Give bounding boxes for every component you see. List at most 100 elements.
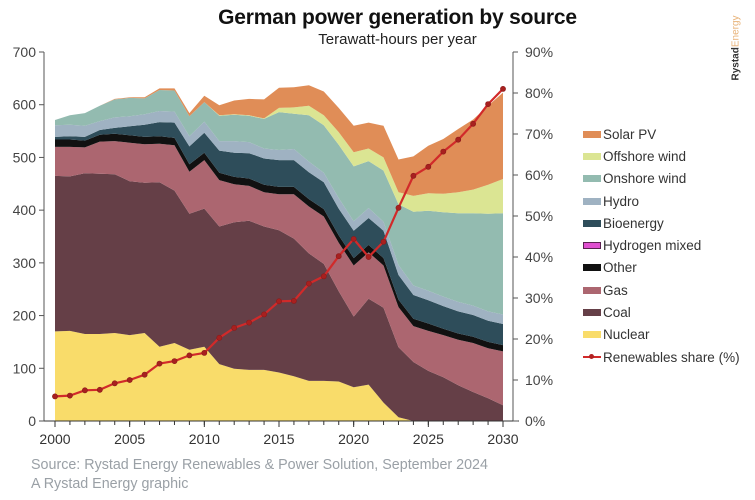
legend-swatch-solar-pv bbox=[583, 130, 601, 138]
legend-item-hydro: Hydro bbox=[583, 190, 740, 212]
point-renewables-share-2007 bbox=[156, 360, 163, 367]
legend-swatch-nuclear bbox=[583, 331, 601, 339]
point-renewables-share-2001 bbox=[67, 392, 73, 399]
y-tick-label-600: 600 bbox=[13, 97, 37, 113]
point-renewables-share-2029 bbox=[485, 101, 491, 107]
legend-label: Solar PV bbox=[603, 126, 657, 142]
source-text: Source: Rystad Energy Renewables & Power… bbox=[31, 457, 488, 473]
legend-label: Renewables share (%) bbox=[603, 349, 740, 365]
stacked-areas bbox=[55, 85, 503, 421]
legend-label: Other bbox=[603, 260, 637, 276]
point-renewables-share-2022 bbox=[380, 238, 387, 245]
point-renewables-share-2002 bbox=[82, 387, 88, 394]
y2-tick-label-80: 80% bbox=[525, 85, 553, 101]
x-tick-label-2005: 2005 bbox=[114, 431, 145, 447]
y-tick-label-200: 200 bbox=[13, 308, 37, 324]
point-renewables-share-2008 bbox=[171, 358, 178, 364]
point-renewables-share-2012 bbox=[231, 324, 238, 331]
point-renewables-share-2018 bbox=[320, 273, 327, 280]
source-note: Source: Rystad Energy Renewables & Power… bbox=[31, 456, 488, 494]
legend-item-onshore-wind: Onshore wind bbox=[583, 168, 740, 190]
point-renewables-share-2013 bbox=[246, 319, 252, 326]
legend-swatch-onshore-wind bbox=[583, 175, 601, 183]
legend-label: Bioenergy bbox=[603, 215, 664, 231]
legend-item-hydrogen-mixed: Hydrogen mixed bbox=[583, 234, 740, 256]
area-offshore-wind bbox=[55, 90, 503, 214]
credit-text: A Rystad Energy graphic bbox=[31, 476, 189, 492]
legend-item-gas: Gas bbox=[583, 279, 740, 301]
legend-swatch-coal bbox=[583, 309, 601, 317]
point-renewables-share-2004 bbox=[111, 380, 118, 387]
legend-label: Gas bbox=[603, 282, 628, 298]
legend-label: Coal bbox=[603, 305, 631, 321]
area-bioenergy bbox=[55, 122, 503, 346]
point-renewables-share-2027 bbox=[455, 136, 462, 143]
y2-tick-label-50: 50% bbox=[525, 208, 553, 224]
y2-tick-label-10: 10% bbox=[525, 372, 553, 388]
point-renewables-share-2030 bbox=[500, 86, 506, 92]
y2-tick-label-60: 60% bbox=[525, 167, 553, 183]
point-renewables-share-2021 bbox=[365, 254, 372, 260]
y2-tick-label-30: 30% bbox=[525, 290, 553, 306]
y2-tick-label-20: 20% bbox=[525, 331, 553, 347]
x-tick-label-2010: 2010 bbox=[189, 431, 220, 447]
point-renewables-share-2003 bbox=[96, 386, 103, 393]
area-onshore-wind bbox=[55, 90, 503, 315]
point-renewables-share-2019 bbox=[335, 253, 342, 260]
legend-line-marker-icon bbox=[583, 354, 601, 360]
point-renewables-share-2010 bbox=[201, 349, 208, 356]
chart-subtitle: Terawatt-hours per year bbox=[318, 31, 477, 48]
legend-item-solar-pv: Solar PV bbox=[583, 123, 740, 145]
y-tick-label-100: 100 bbox=[13, 360, 37, 376]
point-renewables-share-2020 bbox=[350, 236, 357, 242]
legend-item-other: Other bbox=[583, 257, 740, 279]
legend-swatch-other bbox=[583, 264, 601, 272]
x-tick-label-2030: 2030 bbox=[487, 431, 518, 447]
legend-label: Onshore wind bbox=[603, 171, 687, 187]
y-tick-label-700: 700 bbox=[13, 44, 37, 60]
x-tick-label-2020: 2020 bbox=[338, 431, 369, 447]
legend-swatch-hydro bbox=[583, 197, 601, 205]
legend-swatch-gas bbox=[583, 286, 601, 294]
area-gas bbox=[55, 141, 503, 406]
y2-tick-label-90: 90% bbox=[525, 44, 553, 60]
legend-swatch-hydrogen-mixed bbox=[583, 242, 601, 250]
y-tick-label-400: 400 bbox=[13, 202, 37, 218]
y-tick-label-0: 0 bbox=[28, 413, 36, 429]
y2-tick-label-0: 0% bbox=[525, 413, 545, 429]
x-tick-label-2000: 2000 bbox=[39, 431, 70, 447]
legend-swatch-offshore-wind bbox=[583, 152, 601, 160]
legend-label: Nuclear bbox=[603, 327, 650, 343]
y2-tick-label-70: 70% bbox=[525, 126, 553, 142]
axes: 0 100 200 300 400 500 600 700 0% 10% 20% 30% 40% 50% 6… bbox=[13, 44, 553, 447]
y-tick-label-300: 300 bbox=[13, 255, 37, 271]
point-renewables-share-2028 bbox=[470, 120, 476, 127]
point-renewables-share-2016 bbox=[290, 297, 297, 304]
x-tick-label-2025: 2025 bbox=[413, 431, 444, 447]
area-nuclear bbox=[55, 330, 503, 421]
point-renewables-share-2000 bbox=[52, 393, 58, 400]
legend-item-bioenergy: Bioenergy bbox=[583, 212, 740, 234]
legend-swatch-bioenergy bbox=[583, 219, 601, 227]
y2-tick-label-40: 40% bbox=[525, 249, 553, 265]
point-renewables-share-2009 bbox=[186, 352, 193, 359]
point-renewables-share-2015 bbox=[276, 298, 282, 305]
point-renewables-share-2006 bbox=[141, 371, 148, 378]
legend: Solar PV Offshore wind Onshore wind Hydro Bi… bbox=[583, 123, 740, 368]
point-renewables-share-2005 bbox=[126, 377, 133, 383]
chart-title: German power generation by source bbox=[218, 6, 577, 29]
area-hydro bbox=[55, 111, 503, 324]
point-renewables-share-2011 bbox=[216, 334, 223, 341]
legend-item-coal: Coal bbox=[583, 301, 740, 323]
legend-item-renewables-share: Renewables share (%) bbox=[583, 346, 740, 368]
legend-item-offshore-wind: Offshore wind bbox=[583, 145, 740, 167]
x-tick-label-2015: 2015 bbox=[263, 431, 294, 447]
y-tick-label-500: 500 bbox=[13, 149, 37, 165]
legend-label: Hydrogen mixed bbox=[603, 238, 702, 254]
point-renewables-share-2014 bbox=[261, 311, 267, 318]
point-renewables-share-2025 bbox=[425, 163, 432, 170]
point-renewables-share-2026 bbox=[440, 148, 447, 155]
legend-label: Offshore wind bbox=[603, 148, 687, 164]
renewables-share-line bbox=[52, 86, 506, 400]
